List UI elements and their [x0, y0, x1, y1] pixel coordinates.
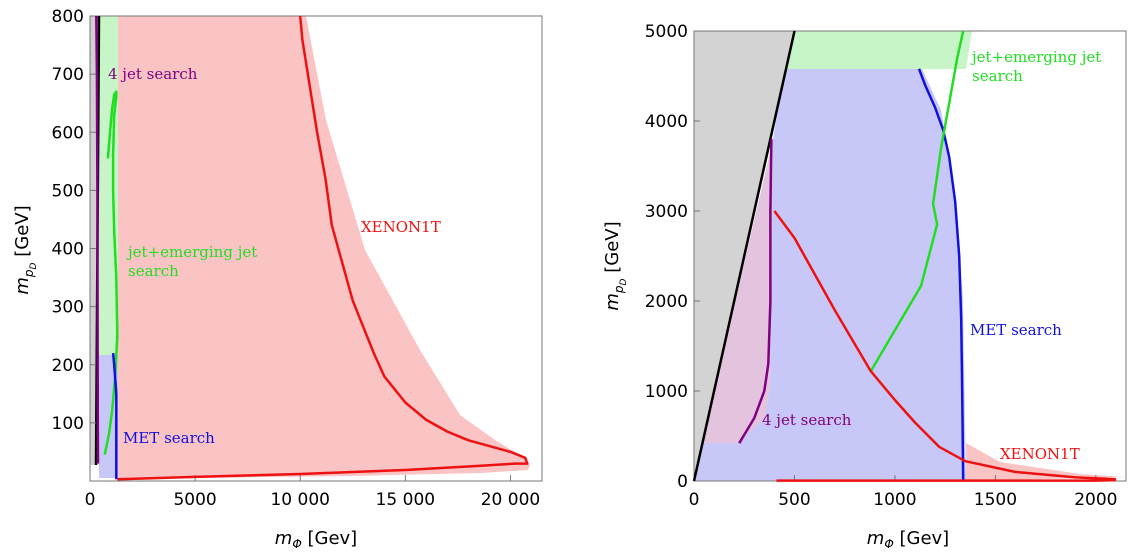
left-curves	[95, 15, 529, 481]
left-x-axis-label: mΦ [Gev]	[275, 528, 357, 551]
right-chart: 0 500 1000 1500 2000 0 1000 2000 3000 4000 5000 je…	[602, 22, 1127, 551]
right-label-emerging-1: jet+emerging jet	[970, 48, 1101, 66]
left-y-tick-label: 800	[52, 7, 84, 27]
left-x-tick-label: 10 000	[270, 490, 329, 510]
right-series-1-line	[738, 138, 773, 444]
right-x-tick-label: 2000	[1074, 490, 1117, 510]
right-y-axis-label: mpD [GeV]	[602, 221, 629, 310]
right-curves	[692, 30, 1117, 482]
right-series-3-line	[869, 30, 965, 372]
left-y-tick-label: 700	[52, 65, 84, 85]
left-label-met: MET search	[123, 429, 215, 447]
left-label-emerging-2: search	[128, 262, 179, 280]
right-label-met: MET search	[970, 321, 1062, 339]
left-x-tick-label: 5000	[173, 490, 216, 510]
left-x-tick-label: 15 000	[376, 490, 435, 510]
right-series-4-line	[773, 210, 1117, 481]
left-xenon-excluded-region	[118, 16, 530, 478]
left-y-tick-label: 400	[52, 240, 84, 260]
left-y-tick-label: 100	[52, 414, 84, 434]
left-label-4jet: 4 jet search	[108, 65, 198, 83]
right-label-4jet: 4 jet search	[762, 411, 852, 429]
right-plot-area	[693, 30, 1127, 482]
right-x-tick-label: 0	[689, 490, 700, 510]
right-x-axis-label: mΦ [Gev]	[867, 528, 949, 551]
right-y-tick-label: 4000	[645, 112, 688, 132]
left-series-1-line	[95, 15, 100, 464]
right-xenon-region	[966, 443, 1125, 481]
left-y-tick-label: 500	[52, 181, 84, 201]
right-y-tick-label: 5000	[645, 22, 688, 42]
right-axis-ticks: 0 500 1000 1500 2000 0 1000 2000 3000 4000 5000	[645, 22, 1118, 510]
left-chart: 0 5000 10 000 15 000 20 000 100 200 300 400 500 60…	[12, 7, 543, 551]
right-y-tick-label: 3000	[645, 202, 688, 222]
left-series-2-line	[103, 90, 119, 456]
left-y-tick-label: 200	[52, 356, 84, 376]
right-x-tick-label: 1500	[974, 490, 1017, 510]
left-axis-ticks: 0 5000 10 000 15 000 20 000 100 200 300 400 500 60…	[52, 7, 541, 510]
left-label-xenon: XENON1T	[361, 218, 441, 236]
left-y-tick-label: 600	[52, 123, 84, 143]
right-x-tick-label: 1000	[873, 490, 916, 510]
right-green-region	[784, 31, 972, 69]
right-series-2-line	[917, 68, 965, 482]
right-y-tick-label: 0	[677, 472, 688, 492]
right-y-tick-label: 1000	[645, 382, 688, 402]
left-series-0-line	[117, 15, 529, 481]
left-x-tick-label: 0	[85, 490, 96, 510]
right-series-0-line	[692, 30, 796, 482]
right-label-emerging-2: search	[972, 67, 1023, 85]
right-x-tick-label: 500	[778, 490, 810, 510]
left-y-axis-label: mpD [GeV]	[12, 205, 39, 294]
right-blue-region	[694, 69, 966, 481]
right-label-xenon: XENON1T	[1000, 445, 1080, 463]
right-y-tick-label: 2000	[645, 292, 688, 312]
left-series-3-line	[111, 352, 118, 480]
right-series-5-line	[776, 478, 1117, 482]
left-label-emerging-1: jet+emerging jet	[126, 243, 257, 261]
left-y-tick-label: 300	[52, 298, 84, 318]
left-x-tick-label: 20 000	[481, 490, 540, 510]
